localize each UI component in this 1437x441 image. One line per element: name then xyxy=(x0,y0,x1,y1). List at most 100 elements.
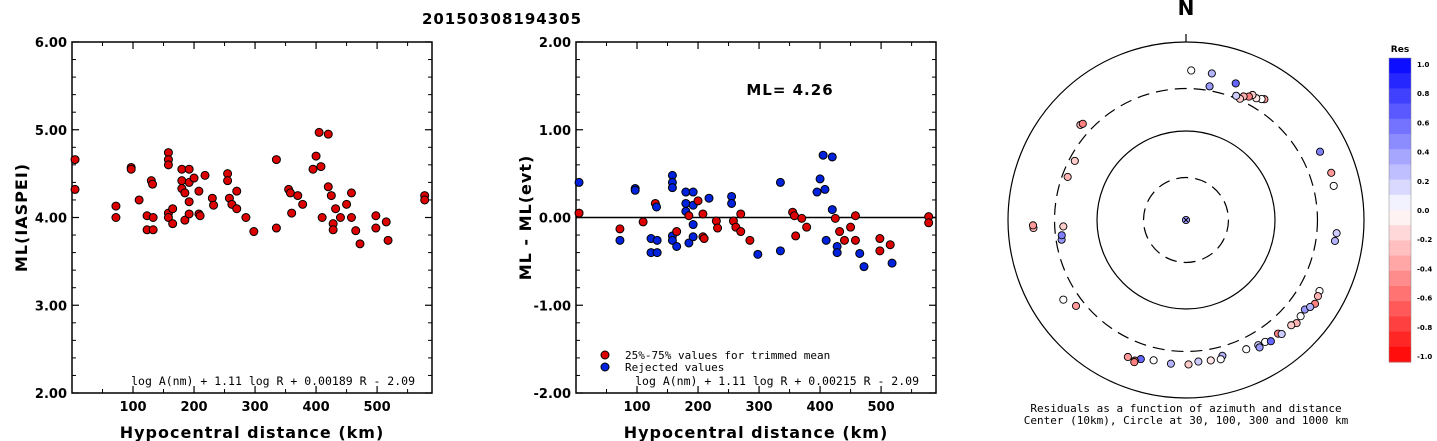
station-residual-point xyxy=(1059,295,1068,304)
trimmed-mean-point xyxy=(698,209,708,219)
data-point xyxy=(148,213,158,222)
x-tick-label: 100 xyxy=(623,400,650,415)
data-point xyxy=(184,209,194,219)
colorbar-segment xyxy=(1389,134,1411,150)
trimmed-mean-point xyxy=(835,227,845,237)
ml-distance-panel: 2.00 3.00 4.00 5.00 6.00 100 200 300 400 500 Hypoc… xyxy=(12,36,433,441)
data-point xyxy=(351,226,361,236)
trimmed-mean-point xyxy=(830,213,840,223)
station-residual-point xyxy=(1184,360,1193,369)
data-point xyxy=(323,129,333,139)
colorbar-segment xyxy=(1389,164,1411,181)
data-point xyxy=(308,164,318,174)
rejected-point xyxy=(652,248,662,258)
data-point xyxy=(163,160,173,170)
data-point xyxy=(271,155,281,165)
trimmed-mean-point xyxy=(672,227,682,237)
rejected-point xyxy=(859,262,869,272)
colorbar-segment xyxy=(1389,149,1411,165)
data-point xyxy=(298,199,308,209)
data-point xyxy=(311,151,321,161)
colorbar-segment xyxy=(1389,255,1411,272)
colorbar-tick-label: -1.0 xyxy=(1417,353,1432,361)
data-point xyxy=(111,213,121,222)
data-point xyxy=(232,204,242,214)
colorbar-segment xyxy=(1389,286,1411,302)
rejected-point xyxy=(672,241,682,251)
data-point xyxy=(168,204,178,214)
station-residual-point xyxy=(1187,66,1196,75)
station-residual-point xyxy=(1242,345,1251,354)
rejected-point xyxy=(818,150,828,160)
data-point xyxy=(180,215,190,225)
station-residual-point xyxy=(1057,231,1066,240)
station-residual-point xyxy=(1166,359,1175,368)
data-point xyxy=(326,191,336,201)
legend-marker-rejected xyxy=(600,362,610,372)
trimmed-mean-point xyxy=(713,223,723,233)
rejected-point xyxy=(615,235,625,245)
colorbar-segment xyxy=(1389,118,1411,135)
station-residual-point xyxy=(1332,229,1341,238)
colorbar-tick-label: 0.8 xyxy=(1417,90,1430,98)
rejected-point xyxy=(821,235,831,245)
data-point xyxy=(168,219,178,229)
rejected-point xyxy=(681,187,691,197)
station-residual-point xyxy=(1306,302,1315,312)
y-tick-label: -2.00 xyxy=(534,387,571,402)
x-axis-label: Hypocentral distance (km) xyxy=(120,423,385,441)
station-residual-point xyxy=(1232,91,1241,100)
data-point xyxy=(70,184,80,194)
rejected-point xyxy=(812,187,822,197)
rejected-point xyxy=(815,174,825,184)
data-point xyxy=(383,235,393,245)
data-point xyxy=(371,211,381,221)
rejected-point xyxy=(688,232,698,242)
colorbar-segment xyxy=(1389,346,1411,363)
circle-300km xyxy=(1053,87,1319,353)
data-point xyxy=(420,195,430,205)
data-point xyxy=(209,200,219,210)
data-point xyxy=(195,211,205,221)
data-point xyxy=(223,176,233,186)
data-point xyxy=(293,191,303,201)
colorbar-tick-label: 1.0 xyxy=(1417,61,1430,69)
colorbar-tick-label: 0.4 xyxy=(1417,149,1430,157)
x-tick-label: 100 xyxy=(119,400,146,415)
colorbar-frame xyxy=(1388,57,1412,363)
y-tick-label: 6.00 xyxy=(35,36,67,51)
colorbar-segment xyxy=(1389,179,1411,196)
data-point xyxy=(111,201,121,211)
trimmed-mean-point xyxy=(736,209,746,219)
trimmed-mean-point xyxy=(846,222,856,232)
azimuth-residual-map: N Residuals as a function of azimuth and … xyxy=(1007,0,1432,427)
station-residual-point xyxy=(1313,292,1322,301)
colorbar-segment xyxy=(1389,316,1411,333)
trimmed-mean-point xyxy=(802,222,812,232)
trimmed-mean-point xyxy=(850,235,860,245)
data-point xyxy=(148,179,158,189)
formula-text: log A(nm) + 1.11 log R + 0.00215 R - 2.0… xyxy=(635,374,919,388)
rejected-point xyxy=(574,177,584,187)
colorbar-tick-label: -0.8 xyxy=(1417,324,1432,332)
colorbar-tick-label: -0.6 xyxy=(1417,295,1432,303)
rejected-point xyxy=(820,184,830,194)
y-tick-label: 1.00 xyxy=(539,124,571,139)
data-point xyxy=(249,227,259,237)
station-residual-point xyxy=(1296,312,1305,321)
data-point xyxy=(314,127,324,137)
data-point xyxy=(342,199,352,209)
legend-label-trimmed: 25%-75% values for trimmed mean xyxy=(625,349,830,362)
rejected-point xyxy=(630,185,640,195)
station-residual-point xyxy=(1231,79,1240,88)
rejected-point xyxy=(652,202,662,212)
data-point xyxy=(285,188,295,198)
data-point xyxy=(189,173,199,183)
colorbar-segment xyxy=(1389,73,1411,89)
rejected-point xyxy=(753,249,763,259)
trimmed-mean-point xyxy=(924,218,934,228)
station-residual-point xyxy=(1071,301,1081,310)
colorbar-segment xyxy=(1389,210,1411,226)
rejected-point xyxy=(775,177,785,187)
station-residual-point xyxy=(1078,119,1087,128)
